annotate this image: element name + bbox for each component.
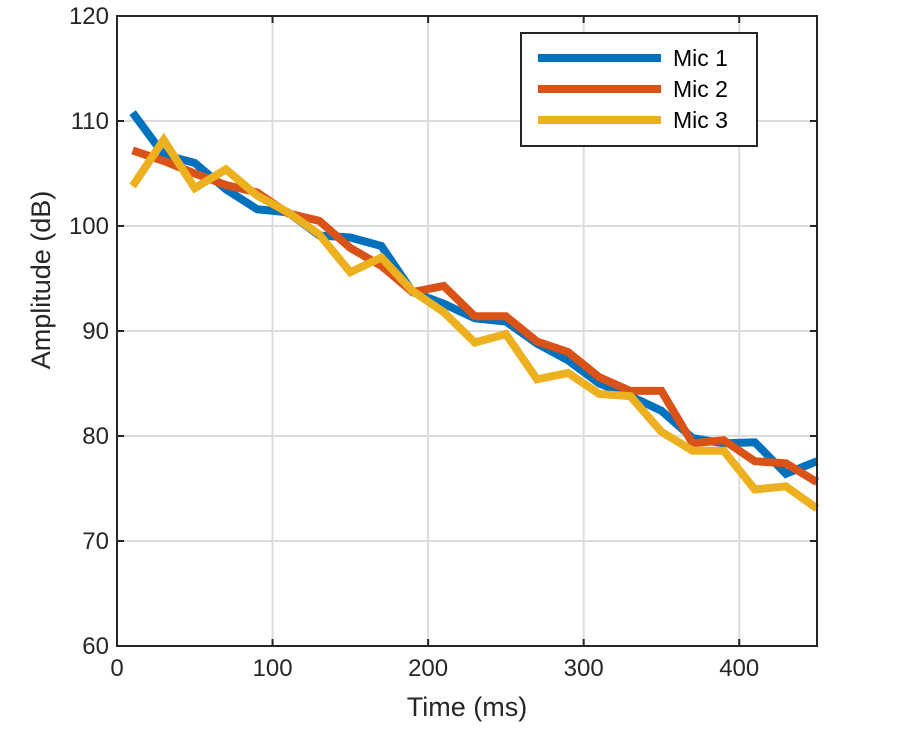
x-tick-label: 300: [564, 655, 604, 682]
y-tick-label: 70: [82, 528, 109, 555]
y-tick-label: 110: [71, 108, 109, 135]
y-tick-label: 60: [82, 633, 109, 660]
y-tick-label: 90: [82, 318, 109, 345]
x-tick-label: 400: [719, 655, 759, 682]
legend-label: Mic 1: [673, 45, 728, 71]
legend-label: Mic 2: [673, 76, 728, 102]
x-tick-label: 100: [253, 655, 293, 682]
x-tick-label: 200: [408, 655, 448, 682]
y-axis: 60 70 80 90 100 110 120: [69, 3, 817, 660]
y-tick-label: 100: [69, 213, 109, 240]
y-axis-label: Amplitude (dB): [26, 191, 56, 370]
series-layer: [129, 110, 820, 512]
legend-label: Mic 3: [673, 107, 728, 133]
x-tick-label: 0: [110, 655, 123, 682]
x-axis: 0 100 200 300 400: [110, 16, 759, 682]
y-tick-label: 80: [82, 423, 109, 450]
series-line-mic-3: [129, 132, 820, 512]
x-axis-label: Time (ms): [407, 692, 527, 722]
legend: Mic 1 Mic 2 Mic 3: [520, 32, 758, 147]
y-tick-label: 120: [69, 3, 109, 30]
